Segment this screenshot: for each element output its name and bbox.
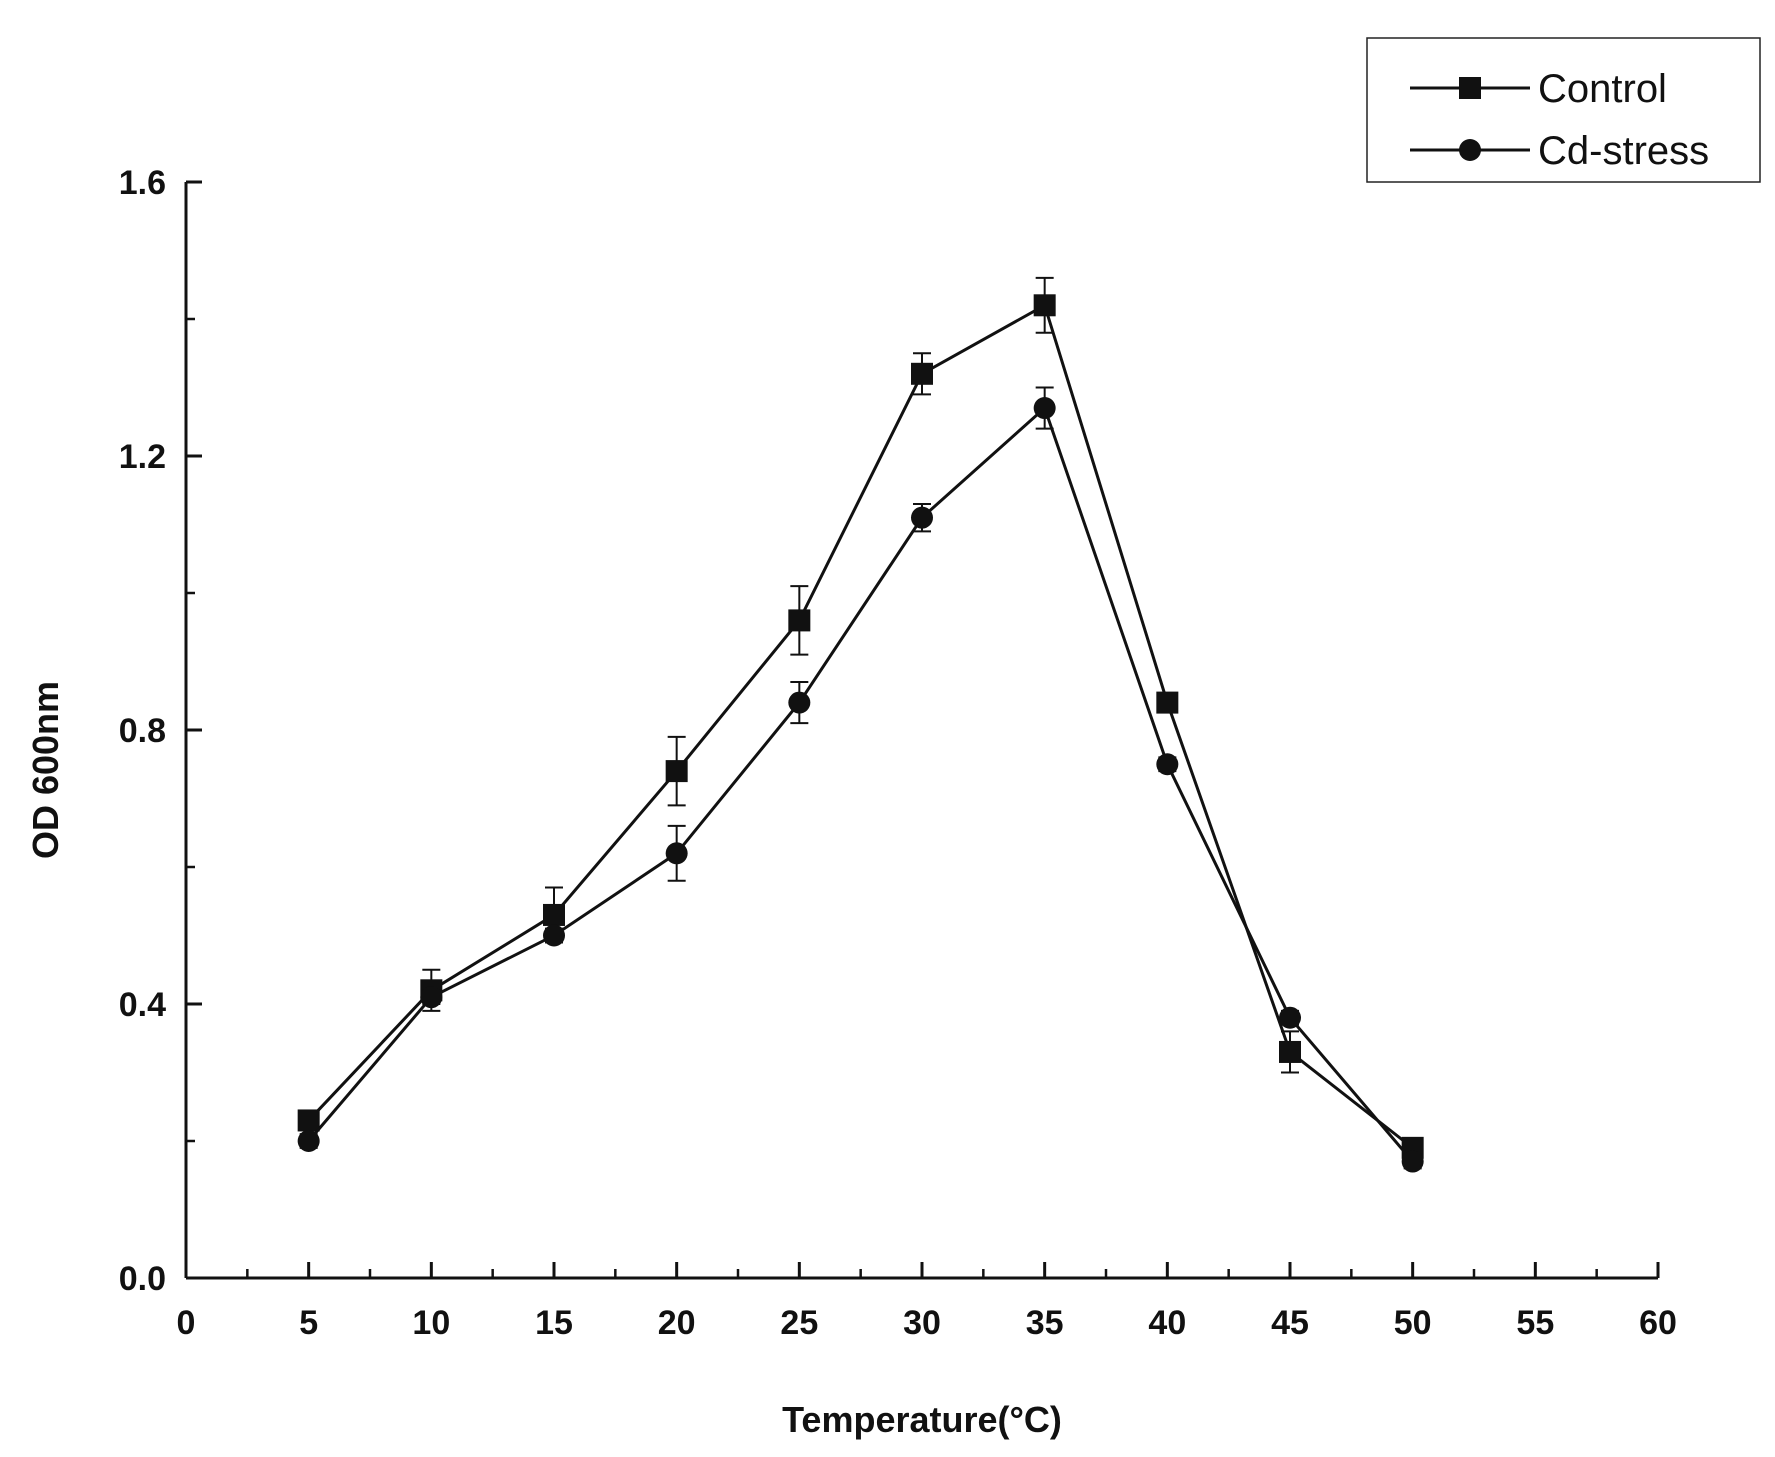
- x-tick-label: 0: [177, 1304, 196, 1342]
- series-layer: [297, 276, 1424, 1173]
- data-point-control: [297, 1109, 320, 1132]
- y-axis-title: OD 600nm: [25, 681, 66, 859]
- series-control: [297, 276, 1424, 1159]
- x-tick-label: 30: [903, 1304, 941, 1342]
- legend-marker-cd-stress: [1459, 139, 1481, 161]
- x-tick-label: 60: [1639, 1304, 1677, 1342]
- x-axis-ticks: 0 5 10 15 20 25 30 35 40 45 50 55 60: [177, 1262, 1677, 1342]
- y-tick-label: 0.8: [119, 712, 166, 750]
- data-point-control: [1156, 691, 1179, 714]
- x-tick-label: 10: [412, 1304, 450, 1342]
- series-line-cd-stress: [307, 405, 1414, 1163]
- data-point-control: [665, 760, 688, 783]
- y-tick-label: 0.0: [119, 1260, 166, 1298]
- x-tick-label: 15: [535, 1304, 573, 1342]
- data-point-cd-stress: [911, 506, 933, 529]
- x-tick-label: 40: [1148, 1304, 1186, 1342]
- x-tick-label: 5: [299, 1304, 318, 1342]
- x-tick-label: 50: [1394, 1304, 1432, 1342]
- data-point-cd-stress: [1401, 1150, 1424, 1173]
- data-point-cd-stress: [1279, 1006, 1301, 1029]
- series-line-control: [307, 303, 1414, 1150]
- y-axis-ticks: 0.0 0.4 0.8 1.2 1.6: [119, 164, 202, 1298]
- data-point-control: [1279, 1040, 1301, 1063]
- data-point-cd-stress: [297, 1130, 320, 1152]
- data-point-control: [788, 609, 811, 632]
- data-point-control: [1033, 294, 1056, 317]
- x-tick-label: 35: [1026, 1304, 1064, 1342]
- data-point-cd-stress: [420, 986, 443, 1009]
- x-axis-title: Temperature(°C): [782, 1399, 1062, 1440]
- data-point-cd-stress: [543, 924, 565, 947]
- data-point-cd-stress: [1156, 753, 1179, 776]
- data-point-control: [543, 903, 565, 926]
- data-point-cd-stress: [788, 691, 811, 714]
- x-tick-label: 45: [1271, 1304, 1309, 1342]
- y-tick-label: 1.6: [119, 164, 166, 202]
- x-tick-label: 25: [780, 1304, 818, 1342]
- legend-marker-control: [1459, 77, 1481, 99]
- legend-box: [1366, 37, 1761, 183]
- x-tick-label: 20: [658, 1304, 696, 1342]
- x-tick-label: 55: [1516, 1304, 1554, 1342]
- legend: Control Cd-stress: [1366, 37, 1761, 183]
- data-point-cd-stress: [665, 842, 688, 865]
- y-tick-label: 0.4: [119, 986, 166, 1024]
- legend-label-cd-stress: Cd-stress: [1538, 129, 1709, 173]
- y-tick-label: 1.2: [119, 438, 166, 476]
- data-point-control: [911, 362, 933, 385]
- data-point-cd-stress: [1033, 397, 1056, 420]
- legend-label-control: Control: [1538, 67, 1667, 111]
- axes: [184, 182, 1658, 1280]
- series-cd-stress: [297, 386, 1424, 1173]
